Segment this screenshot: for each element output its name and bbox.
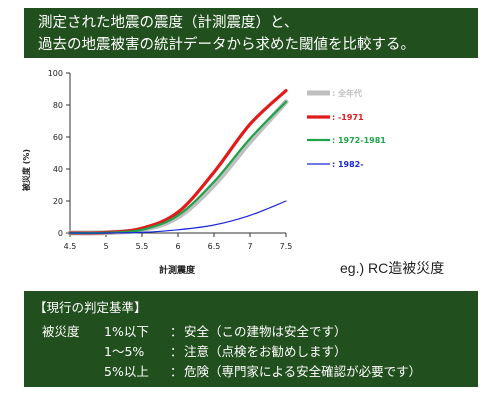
y-tick-label: 100 — [48, 69, 63, 78]
chart-lines — [67, 89, 289, 236]
y-axis-label: 被災度 (%) — [21, 149, 31, 191]
criteria-row: 1～5% ： 注意（点検をお勧めします） — [34, 340, 468, 360]
x-tick-label: 7 — [247, 242, 252, 251]
banner-line-2: 過去の地震被害の統計データから求めた閾値を比較する。 — [38, 37, 415, 53]
criteria-range: 1%以下 — [104, 323, 149, 339]
banner-line-1: 測定された地震の震度（計測震度）と、 — [38, 15, 299, 31]
criteria-row: 被災度 1%以下 ： 安全（この建物は安全です） — [34, 320, 468, 340]
x-tick-label: 5 — [103, 242, 108, 251]
criteria-box: 【現行の判定基準】 被災度 1%以下 ： 安全（この建物は安全です） 1～5% … — [24, 291, 478, 387]
criteria-range: 1～5% — [104, 343, 145, 359]
y-tick-label: 80 — [53, 101, 63, 110]
chart-ticks: 0 20 40 60 80 100 4.5 5 5.5 6 6.5 7 7.5 — [48, 69, 293, 251]
x-tick-label: 5.5 — [136, 242, 149, 251]
y-tick-label: 60 — [53, 133, 63, 142]
damage-chart: 0 20 40 60 80 100 4.5 5 5.5 6 6.5 7 7.5 : 全年代 : -1971… — [21, 69, 386, 276]
criteria-row: 5%以上 ： 危険（専門家による安全確認が必要です） — [34, 360, 468, 380]
chart-legend: : 全年代 : -1971 : 1972-1981 : 1982- — [307, 88, 386, 169]
criteria-colon: ： — [170, 363, 183, 379]
criteria-text: 注意（点検をお勧めします） — [184, 343, 347, 359]
legend-label: : -1971 — [332, 113, 364, 122]
criteria-text: 危険（専門家による安全確認が必要です） — [184, 363, 422, 379]
x-tick-label: 6 — [175, 242, 180, 251]
y-tick-label: 40 — [53, 165, 63, 174]
banner: 測定された地震の震度（計測震度）と、 過去の地震被害の統計データから求めた閾値を… — [24, 8, 478, 58]
criteria-header: 【現行の判定基準】 — [34, 300, 147, 315]
criteria-label: 被災度 — [42, 323, 80, 339]
criteria-colon: ： — [170, 323, 183, 339]
x-tick-label: 4.5 — [64, 242, 77, 251]
series-line — [68, 89, 288, 235]
legend-label: : 1982- — [332, 160, 364, 169]
chart-axes — [69, 73, 286, 234]
criteria-colon: ： — [170, 343, 183, 359]
y-tick-label: 20 — [53, 197, 63, 206]
criteria-range: 5%以上 — [104, 363, 149, 379]
legend-label: : 1972-1981 — [332, 136, 386, 145]
legend-label: : 全年代 — [332, 88, 362, 98]
x-tick-label: 6.5 — [208, 242, 221, 251]
example-note: eg.) RC造被災度 — [340, 260, 445, 276]
series-line — [69, 200, 287, 234]
criteria-text: 安全（この建物は安全です） — [184, 323, 347, 339]
y-tick-label: 0 — [58, 229, 63, 238]
x-tick-label: 7.5 — [280, 242, 293, 251]
x-axis-label: 計測震度 — [159, 264, 196, 276]
